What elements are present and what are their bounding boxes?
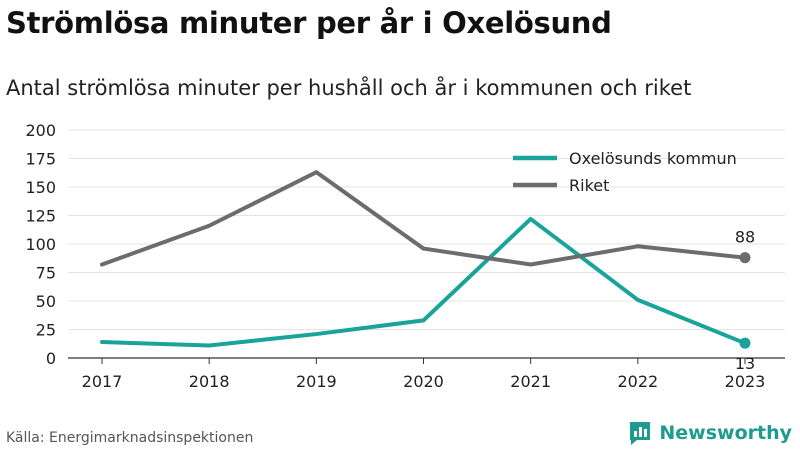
series-lines [100, 170, 747, 348]
legend-label-1: Oxelösunds kommun [569, 149, 737, 168]
x-tick-label: 2023 [725, 372, 766, 391]
x-axis: 2017 2018 2019 2020 2021 2022 2023 [82, 358, 766, 391]
y-tick-label: 150 [25, 178, 56, 197]
y-tick-label: 200 [25, 121, 56, 140]
chart-subtitle: Antal strömlösa minuter per hushåll och … [6, 76, 692, 100]
end-value-label-2: 88 [735, 228, 755, 247]
y-tick-label: 100 [25, 235, 56, 254]
y-tick-label: 0 [46, 349, 56, 368]
x-tick-label: 2019 [296, 372, 337, 391]
end-value-label-1: 13 [735, 354, 755, 373]
source-note: Källa: Energimarknadsinspektionen [6, 430, 254, 446]
legend: Oxelösunds kommun Riket [513, 149, 737, 195]
end-marker-1 [739, 337, 751, 349]
y-tick-label: 175 [25, 150, 56, 169]
y-tick-label: 75 [36, 264, 56, 283]
end-marker-2 [739, 252, 751, 264]
y-tick-label: 50 [36, 292, 56, 311]
x-tick-label: 2017 [82, 372, 123, 391]
x-tick-label: 2018 [189, 372, 230, 391]
end-markers: 13 88 [735, 228, 755, 374]
chart-title: Strömlösa minuter per år i Oxelösund [6, 6, 612, 40]
y-tick-label: 25 [36, 321, 56, 340]
legend-label-2: Riket [569, 176, 609, 195]
x-tick-label: 2020 [403, 372, 444, 391]
series-line-1 [100, 216, 747, 348]
y-gridlines [68, 129, 785, 359]
y-tick-label: 125 [25, 207, 56, 226]
newsworthy-logo-icon [630, 422, 651, 445]
series-line-2 [100, 170, 747, 267]
brand-name: Newsworthy [659, 422, 792, 444]
y-axis-labels: 0 25 50 75 100 125 150 175 200 [25, 121, 56, 368]
x-tick-label: 2022 [617, 372, 658, 391]
newsworthy-brand: Newsworthy [627, 420, 792, 446]
x-tick-label: 2021 [510, 372, 551, 391]
